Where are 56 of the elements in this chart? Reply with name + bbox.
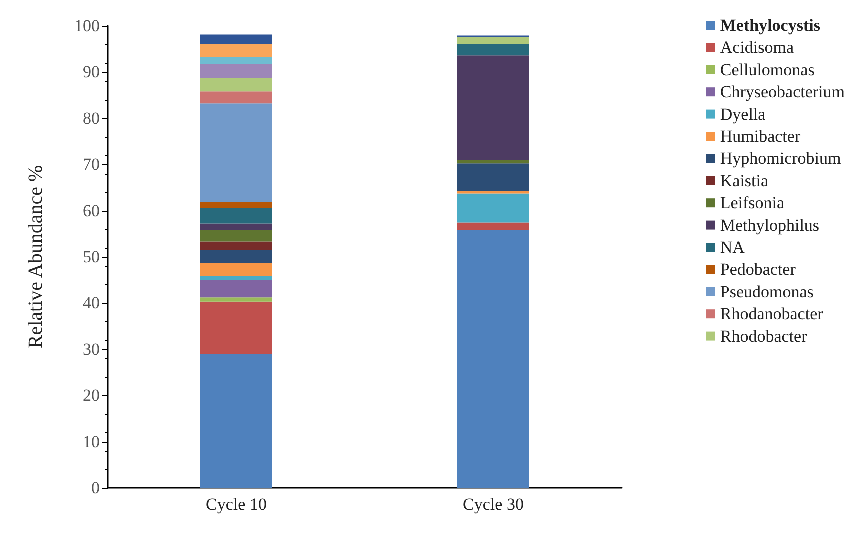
bar <box>458 194 530 223</box>
legend-label: Kaistia <box>720 171 769 190</box>
legend-label: Acidisoma <box>720 38 794 58</box>
legend-label: Humibacter <box>720 127 801 146</box>
bar <box>200 250 272 264</box>
bar <box>200 104 272 202</box>
legend-label: Rhodanobacter <box>720 304 824 324</box>
bar <box>458 164 530 192</box>
bar <box>200 92 272 104</box>
legend-label: Methylophilus <box>720 216 820 235</box>
legend-label: NA <box>720 238 746 257</box>
x-tick-label: Cycle 30 <box>463 495 524 514</box>
y-tick-label: 100 <box>74 16 100 36</box>
bar <box>200 202 272 208</box>
bar <box>200 208 272 224</box>
x-tick-label: Cycle 10 <box>206 495 267 514</box>
bar <box>200 276 272 280</box>
bar <box>200 56 272 64</box>
bar <box>200 298 272 302</box>
bar <box>200 34 272 44</box>
y-tick-label: 40 <box>83 294 100 313</box>
bar <box>458 38 530 44</box>
bar <box>200 230 272 242</box>
legend-label: Dyella <box>720 104 766 124</box>
y-tick-label: 30 <box>83 340 100 359</box>
legend-label: Methylocystis <box>720 16 821 35</box>
bar <box>458 222 530 230</box>
y-tick-label: 50 <box>83 248 100 266</box>
bar <box>458 44 530 56</box>
y-tick-label: 20 <box>83 386 100 406</box>
legend-label: Leifsonia <box>720 194 786 213</box>
y-tick-label: 10 <box>83 432 100 452</box>
bar <box>200 263 272 276</box>
y-tick-label: 80 <box>83 108 100 128</box>
bar <box>200 280 272 298</box>
legend-label: Pedobacter <box>720 260 796 280</box>
bar <box>200 242 272 250</box>
bar <box>458 56 530 160</box>
y-tick-label: 90 <box>83 62 100 82</box>
bar <box>200 354 272 488</box>
legend-label: Pseudomonas <box>720 282 814 302</box>
legend-label: Cellulomonas <box>720 60 815 80</box>
legend-label: Hyphomicrobium <box>720 149 842 168</box>
bar <box>200 64 272 78</box>
bar <box>200 224 272 230</box>
bar <box>200 302 272 354</box>
bar <box>200 78 272 92</box>
y-tick-label: 70 <box>83 155 100 174</box>
y-tick-label: 0 <box>92 478 100 498</box>
legend-label: Chryseobacterium <box>720 82 846 102</box>
bar <box>458 230 530 488</box>
y-tick-label: 60 <box>83 201 100 220</box>
y-axis-title: Relative Abundance % <box>25 165 47 349</box>
bar <box>200 44 272 57</box>
bar <box>458 160 530 164</box>
legend-label: Rhodobacter <box>720 326 808 346</box>
